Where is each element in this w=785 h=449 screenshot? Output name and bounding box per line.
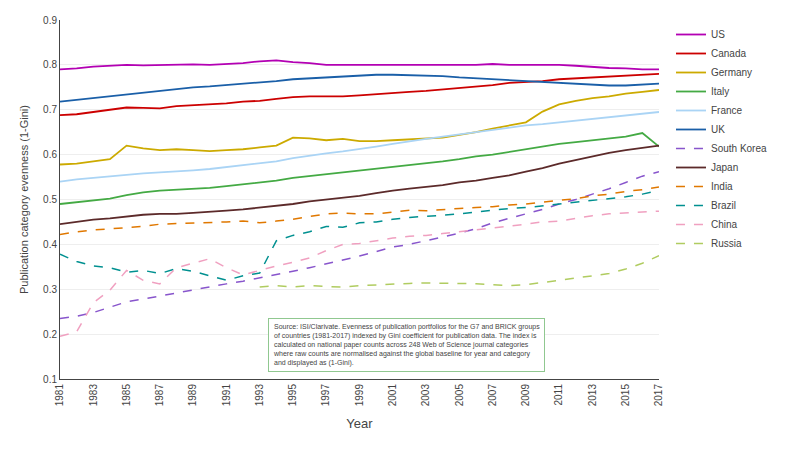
svg-text:UK: UK: [711, 124, 725, 135]
svg-text:India: India: [711, 181, 733, 192]
svg-text:Source: ISI/Clarivate. Evennes: Source: ISI/Clarivate. Evenness of publi…: [273, 323, 540, 367]
svg-text:0.3: 0.3: [43, 284, 57, 295]
svg-text:2003: 2003: [420, 384, 431, 407]
svg-text:2011: 2011: [553, 384, 564, 406]
svg-text:1999: 1999: [354, 384, 365, 407]
svg-text:2017: 2017: [653, 384, 664, 407]
svg-text:0.1: 0.1: [43, 374, 57, 385]
svg-text:1997: 1997: [320, 384, 331, 407]
svg-text:US: US: [711, 29, 725, 40]
svg-text:0.7: 0.7: [43, 104, 57, 115]
svg-text:Germany: Germany: [711, 67, 752, 78]
svg-text:0.4: 0.4: [43, 239, 57, 250]
svg-text:2015: 2015: [620, 384, 631, 407]
svg-text:0.9: 0.9: [43, 15, 57, 26]
svg-text:South Korea: South Korea: [711, 143, 767, 154]
svg-text:Canada: Canada: [711, 48, 746, 59]
svg-text:1989: 1989: [187, 384, 198, 407]
svg-text:2007: 2007: [487, 384, 498, 407]
svg-text:Year: Year: [346, 416, 373, 431]
svg-text:1995: 1995: [287, 384, 298, 407]
svg-text:2009: 2009: [520, 384, 531, 407]
svg-text:France: France: [711, 105, 743, 116]
svg-text:0.6: 0.6: [43, 149, 57, 160]
svg-text:1987: 1987: [154, 384, 165, 407]
svg-text:1981: 1981: [54, 384, 65, 407]
svg-text:Publication category evenness: Publication category evenness (1-Gini): [18, 105, 30, 294]
svg-text:2005: 2005: [454, 384, 465, 407]
svg-text:0.5: 0.5: [43, 194, 57, 205]
svg-text:Brazil: Brazil: [711, 200, 736, 211]
svg-text:2001: 2001: [387, 384, 398, 407]
svg-text:2013: 2013: [587, 384, 598, 407]
svg-text:1983: 1983: [88, 384, 99, 407]
svg-text:1993: 1993: [254, 384, 265, 407]
svg-text:0.2: 0.2: [43, 329, 57, 340]
svg-text:Italy: Italy: [711, 86, 729, 97]
svg-text:1985: 1985: [121, 384, 132, 407]
svg-text:Russia: Russia: [711, 238, 742, 249]
svg-text:0.8: 0.8: [43, 59, 57, 70]
svg-text:1991: 1991: [221, 384, 232, 407]
svg-text:Japan: Japan: [711, 162, 738, 173]
svg-text:China: China: [711, 219, 738, 230]
